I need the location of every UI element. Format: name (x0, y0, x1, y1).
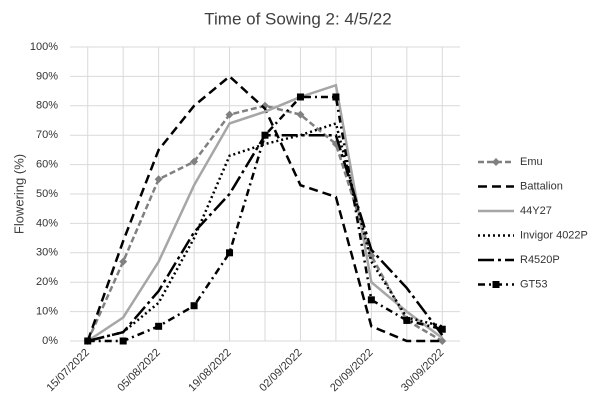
y-axis-title: Flowering (%) (11, 154, 26, 234)
legend-label: GT53 (520, 278, 548, 290)
y-tick-label: 80% (36, 100, 58, 112)
y-tick-label: 90% (36, 70, 58, 82)
point (296, 110, 305, 119)
y-tick-label: 40% (36, 217, 58, 229)
point (155, 322, 163, 330)
point (225, 110, 234, 119)
x-tick-label: 20/09/2022 (328, 347, 375, 394)
series-line (87, 121, 443, 343)
x-tick-label: 19/08/2022 (186, 347, 233, 394)
x-tick-label: 30/09/2022 (399, 347, 446, 394)
point (226, 249, 234, 257)
y-tick-label: 0% (42, 335, 58, 347)
y-tick-label: 30% (36, 247, 58, 259)
point (261, 131, 269, 139)
point (119, 257, 128, 266)
y-tick-label: 70% (36, 129, 58, 141)
point (190, 157, 199, 166)
x-tick-label: 05/08/2022 (115, 347, 162, 394)
point (154, 175, 163, 184)
legend-label: Battalion (520, 180, 563, 192)
point (119, 337, 127, 345)
point (367, 296, 375, 304)
legend-label: R4520P (520, 254, 560, 266)
y-tick-label: 60% (36, 159, 58, 171)
series-line (86, 74, 443, 343)
legend-marker (492, 281, 500, 288)
x-tick-label: 15/07/2022 (44, 347, 91, 394)
point (190, 302, 198, 310)
legend-label: 44Y27 (520, 205, 552, 217)
point (332, 93, 340, 101)
y-tick-label: 100% (30, 41, 58, 53)
x-tick-label: 02/09/2022 (257, 347, 304, 394)
point (296, 93, 304, 101)
point (438, 337, 447, 345)
chart-title: Time of Sowing 2: 4/5/22 (204, 9, 391, 28)
y-tick-label: 20% (36, 276, 58, 288)
point (403, 316, 411, 324)
point (438, 325, 446, 333)
legend-marker (492, 158, 500, 166)
point (84, 337, 92, 345)
legend-label: Invigor 4022P (520, 229, 588, 241)
y-tick-label: 10% (36, 306, 58, 318)
legend-label: Emu (520, 156, 543, 168)
series-line (87, 83, 444, 343)
y-tick-label: 50% (36, 188, 58, 200)
